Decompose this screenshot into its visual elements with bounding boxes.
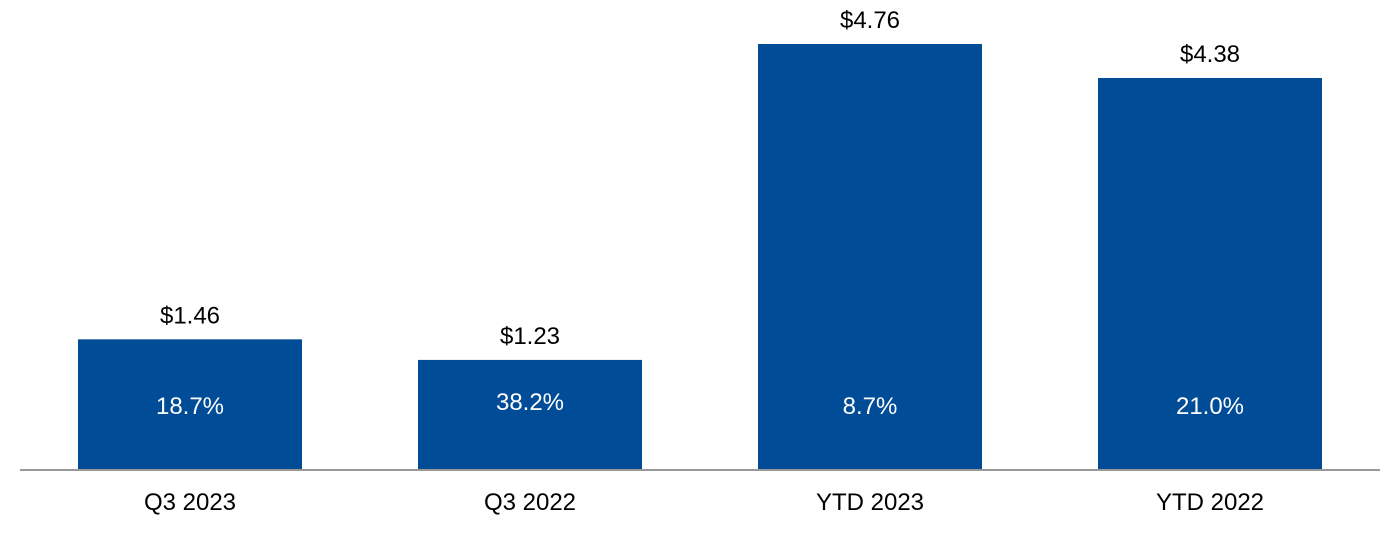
bars-group <box>78 44 1322 471</box>
value-label: $4.76 <box>840 7 900 34</box>
x-tick-label: YTD 2022 <box>1156 489 1264 516</box>
bar-ytd-2022 <box>1098 78 1322 471</box>
inner-percent-label: 8.7% <box>843 393 898 420</box>
bar-ytd-2023 <box>758 44 982 470</box>
x-tick-label: Q3 2022 <box>484 489 576 516</box>
inner-percent-label: 38.2% <box>496 389 564 416</box>
x-tick-label: Q3 2023 <box>144 489 236 516</box>
value-label: $1.23 <box>500 323 560 350</box>
inner-percent-label: 18.7% <box>156 393 224 420</box>
value-label: $1.46 <box>160 302 220 329</box>
value-label: $4.38 <box>1180 41 1240 68</box>
x-tick-label: YTD 2023 <box>816 489 924 516</box>
inner-percent-label: 21.0% <box>1176 393 1244 420</box>
labels-group: $1.46 18.7% Q3 2023 $1.23 38.2% Q3 2022 $4.76 8… <box>144 7 1264 516</box>
bar-q3-2023 <box>78 339 302 470</box>
bar-q3-2022 <box>418 359 642 470</box>
